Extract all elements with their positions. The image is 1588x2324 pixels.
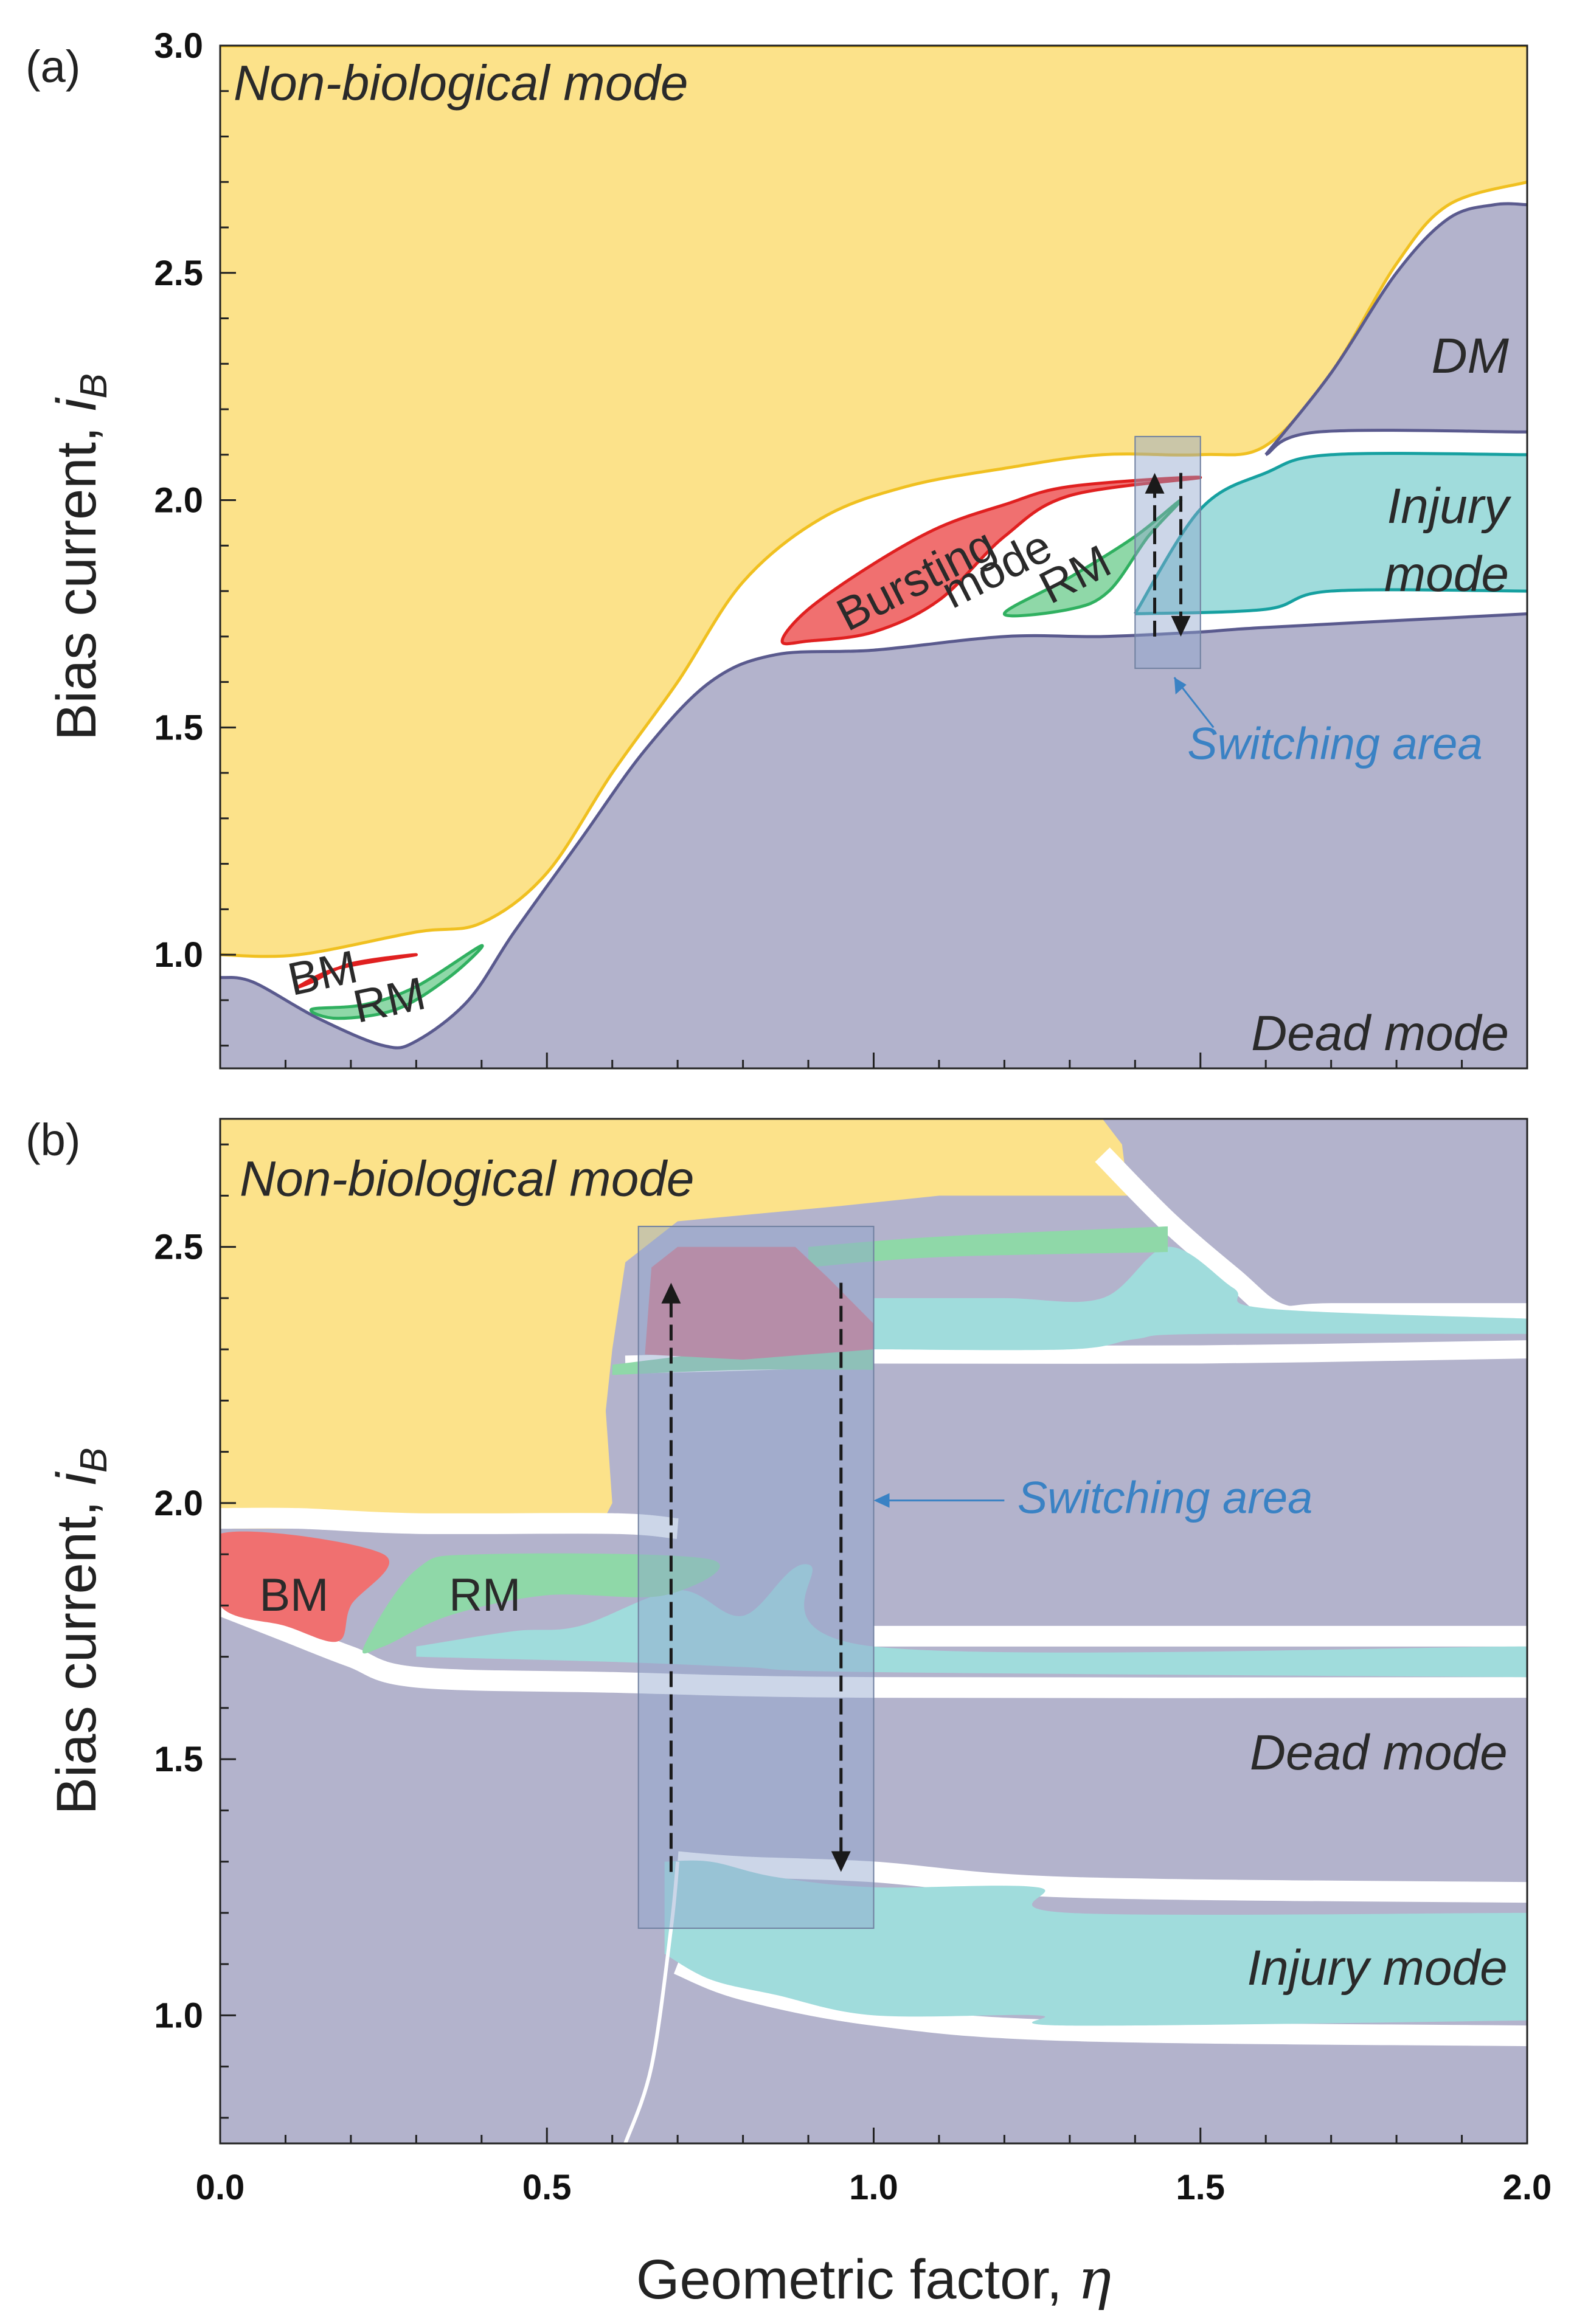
y-axis-label-sub: B (73, 373, 115, 398)
switching-pointer-b-head (873, 1493, 890, 1508)
region-bm-b (220, 1531, 389, 1642)
x-axis-label: Geometric factor, η (636, 2247, 1111, 2312)
plot-area-a (220, 46, 1527, 1068)
panel-label: (a) (26, 41, 80, 92)
region-bursting-b (645, 1247, 874, 1360)
panel-b: Non-biological mode Dead mode Injury mode B… (26, 1115, 1552, 2312)
gap-b-1 (220, 1507, 679, 1539)
label-nonbio-a: Non-biological mode (234, 56, 688, 111)
y-axis-label-var: i (46, 397, 108, 411)
y-axis-label-text: Bias current, (46, 1485, 108, 1814)
region-bm-a (296, 953, 418, 989)
switch-arrow-a-0-head (1145, 472, 1165, 494)
label-nonbio-b: Non-biological mode (240, 1151, 695, 1206)
label-injury-a-1: Injury (1387, 479, 1512, 534)
y-tick-label: 1.5 (154, 708, 203, 747)
gap-b-4 (1095, 1147, 1527, 1327)
y-axis-label-text: Bias current, (46, 411, 108, 741)
x-tick-label: 0.5 (522, 2168, 572, 2207)
region-rm-a-lower (309, 944, 484, 1020)
y-tick-label: 2.5 (154, 254, 203, 293)
region-nonbio-b (220, 1119, 1129, 1529)
x-tick-label: 1.5 (1176, 2168, 1225, 2207)
label-injury-a-2: mode (1384, 547, 1509, 602)
region-dm-a-edge-top (1264, 202, 1527, 456)
switching-area-b (637, 1225, 875, 1929)
y-tick-label: 2.0 (154, 481, 203, 520)
label-rm-a-lower: RM (349, 967, 430, 1033)
y-axis-label-sub: B (73, 1448, 115, 1473)
label-switching-a: Switching area (1187, 719, 1482, 769)
region-nonbio-a (220, 46, 1527, 956)
region-injury-b-upper (873, 1247, 1527, 1350)
panel-label: (b) (26, 1115, 80, 1165)
region-injury-a-edge-top (1134, 452, 1527, 615)
x-tick-label: 2.0 (1503, 2168, 1552, 2207)
switch-arrow-b-1-head (831, 1851, 851, 1872)
label-dead-b: Dead mode (1250, 1725, 1508, 1780)
x-tick-label: 1.0 (849, 2168, 898, 2207)
y-axis-label: Bias current, iB (46, 1448, 115, 1815)
region-injury-a-edge-bottom (1135, 588, 1527, 615)
region-injury-a (1135, 453, 1527, 614)
y-tick-label: 2.5 (154, 1228, 203, 1267)
region-rm-a-upper (1002, 499, 1183, 618)
switching-area-a (1134, 435, 1201, 669)
region-dead-a (220, 614, 1527, 1068)
label-injury-b: Injury mode (1247, 1940, 1507, 1996)
region-injury-b-main (664, 1860, 1527, 2026)
y-tick-label: 1.0 (154, 935, 203, 975)
label-rm-b: RM (449, 1569, 521, 1621)
region-injury-b-mid (416, 1564, 1527, 1678)
label-dm-a: DM (1431, 328, 1509, 384)
label-switching-b: Switching area (1018, 1473, 1312, 1523)
switch-arrow-a-1-head (1171, 615, 1191, 637)
region-rm-b (362, 1553, 720, 1654)
region-dm-a-edge-bottom (1264, 429, 1527, 457)
panel-a: Non-biological mode Dead mode DM Injury mode… (26, 26, 1528, 1070)
y-tick-label: 1.0 (154, 1996, 203, 2035)
label-bm-b: BM (259, 1569, 328, 1621)
y-tick-label: 1.5 (154, 1740, 203, 1779)
x-tick-label: 0.0 (196, 2168, 245, 2207)
gap-b-6 (676, 1851, 1527, 1903)
y-tick-label: 3.0 (154, 26, 203, 66)
switching-pointer-a-head (1174, 677, 1187, 695)
gap-b-7 (673, 1954, 1527, 2047)
y-axis-label: Bias current, iB (46, 373, 115, 741)
x-axis-label-text: Geometric factor, (636, 2249, 1078, 2311)
y-tick-label: 2.0 (154, 1484, 203, 1523)
y-axis-label-var: i (46, 1471, 108, 1485)
region-dm-a (1266, 203, 1527, 455)
label-dead-a: Dead mode (1251, 1006, 1509, 1061)
switch-arrow-b-0-head (661, 1282, 681, 1304)
plot-area-b (220, 1119, 1527, 2143)
gap-b-2 (220, 1596, 1527, 1698)
region-rm-b-upper-right (808, 1226, 1168, 1268)
spike-b (623, 1861, 680, 2143)
x-axis-label-var: η (1078, 2247, 1111, 2312)
